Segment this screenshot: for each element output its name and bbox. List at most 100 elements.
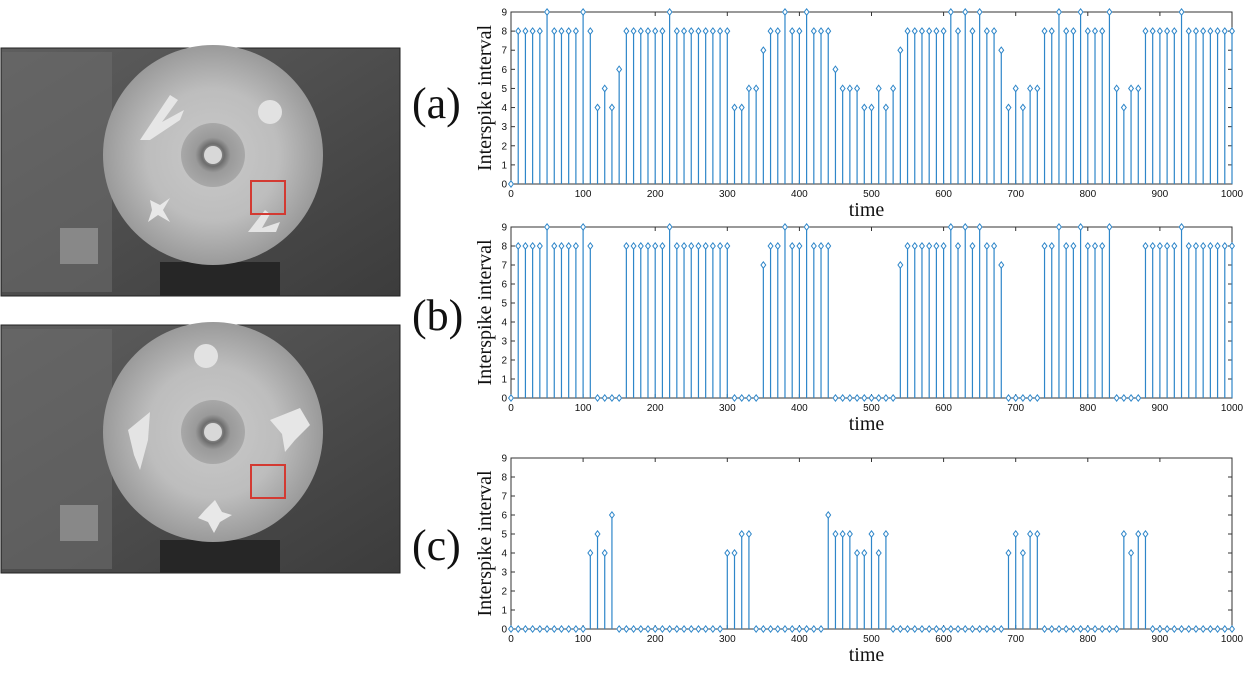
stem-marker [904,27,911,36]
stem-marker [825,241,832,251]
stem-marker [781,624,789,634]
x-tick-label: 500 [863,403,880,414]
stem-marker [781,7,789,17]
stem-marker [580,222,587,232]
stem-marker [1135,393,1142,403]
stem-marker [515,241,522,251]
stem-marker [536,241,543,251]
stem-marker [969,624,976,634]
stem-marker [1041,241,1048,251]
stem-marker [846,393,853,403]
stem-marker [962,222,969,232]
plane-small-icon [248,210,280,232]
stem-marker [1164,241,1171,251]
stem-marker [767,624,774,634]
y-tick-label: 8 [501,27,507,38]
x-tick-label: 200 [647,403,664,414]
stem-marker [565,27,572,36]
stem-marker [760,46,767,55]
stem-marker [962,7,969,17]
stem-marker [644,241,652,251]
x-tick-label: 500 [863,634,880,645]
stem-marker [1156,27,1163,36]
stem-marker [515,27,522,36]
stem-marker [1113,624,1120,634]
stem-marker [630,241,637,251]
x-tick-label: 400 [791,634,808,645]
stem-marker [926,241,933,251]
stem-marker [673,624,680,634]
stem-marker [890,84,897,93]
stem-marker [1027,393,1034,403]
stem-marker [926,27,933,36]
stem-marker [918,241,925,251]
stem-marker [976,222,983,232]
y-tick-label: 5 [501,530,507,541]
stem-marker [947,7,954,17]
stem-marker [1084,624,1091,634]
stem-marker [796,27,803,36]
stem-marker [1164,27,1171,36]
stem-marker [1200,27,1207,36]
stem-marker [709,27,716,36]
stem-marker [1207,241,1214,251]
x-tick-label: 0 [508,634,514,645]
stem-marker [875,84,882,93]
stem-marker [933,241,940,251]
stem-marker [1106,7,1113,17]
stem-marker [789,241,796,251]
stem-marker [544,222,551,232]
stem-marker [702,241,709,251]
stem-marker [529,27,536,36]
stem-marker [1048,624,1055,634]
stem-marker [688,27,695,36]
plane-shape-icon [140,95,184,140]
stem-marker [608,510,615,520]
plane-shape-icon [128,412,150,470]
stem-marker [868,103,875,112]
stem-marker [983,241,990,251]
splat-shape-icon [194,344,218,368]
stem-marker [991,27,998,36]
y-tick-label: 3 [501,337,507,348]
stem-marker [688,624,695,634]
stem-marker [1171,624,1178,634]
stem-marker [572,27,579,36]
stem-marker [688,241,695,251]
stem-marker [1185,624,1192,634]
y-tick-label: 3 [501,568,507,579]
y-tick-label: 0 [501,180,507,191]
stem-marker [507,624,515,634]
stem-marker [897,46,904,55]
stem-marker [1128,84,1135,93]
stem-marker [875,393,882,403]
stem-marker [616,624,623,634]
stem-marker [644,27,652,36]
stem-marker [1228,241,1236,251]
stem-marker [587,27,594,36]
stem-marker [616,393,623,403]
stem-marker [1034,393,1041,403]
stem-marker [1221,624,1228,634]
photo-bottom [0,322,401,574]
stem-marker [983,624,990,634]
stem-marker [1070,241,1077,251]
stem-marker [666,7,673,17]
panel-label: (b) [412,291,463,340]
y-tick-label: 1 [501,160,507,171]
stem-marker [832,393,839,403]
stem-marker [1228,27,1236,36]
stem-marker [753,393,760,403]
x-tick-label: 500 [863,189,880,200]
stem-marker [1120,393,1127,403]
panel-label: (a) [412,79,461,128]
chart-panel-a: 0 1 2 3 4 5 6 7 8 9 0 100 200 300 400 500 600 700 800 900 10… [412,8,1244,222]
stem-marker [659,241,666,251]
x-tick-label: 1000 [1221,634,1244,645]
stem-marker [1214,27,1221,36]
stem-marker [897,624,904,634]
stem-marker [1005,548,1012,558]
stem-marker [1192,241,1199,251]
stem-marker [580,7,587,17]
stem-marker [1055,222,1062,232]
